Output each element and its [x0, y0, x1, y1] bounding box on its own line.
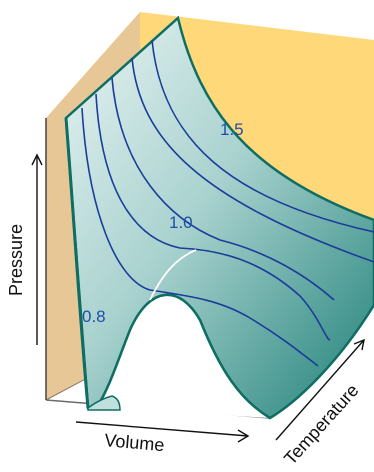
isotherm-line — [151, 39, 374, 233]
liquid-edge — [64, 117, 90, 409]
isotherm-label-critical: 1.0 — [169, 213, 193, 232]
isotherms — [81, 39, 374, 367]
isotherm-label-low: 0.8 — [82, 307, 106, 326]
isotherm-line — [81, 107, 319, 367]
volume-axis-label: Volume — [104, 430, 166, 455]
pressure-axis-arrow — [31, 153, 43, 345]
critical-curve — [149, 249, 197, 301]
liquid-foot — [87, 395, 121, 411]
temperature-axis-arrow — [275, 338, 365, 441]
isotherm-line — [95, 93, 331, 341]
two-phase-dome — [96, 294, 270, 418]
dome-rim — [94, 293, 271, 420]
pressure-axis-label: Pressure — [6, 224, 26, 296]
volume-axis-arrow — [75, 421, 250, 443]
isotherm-line — [131, 57, 374, 263]
isotherm-label-high: 1.5 — [220, 120, 244, 139]
isotherm-line — [111, 77, 335, 301]
